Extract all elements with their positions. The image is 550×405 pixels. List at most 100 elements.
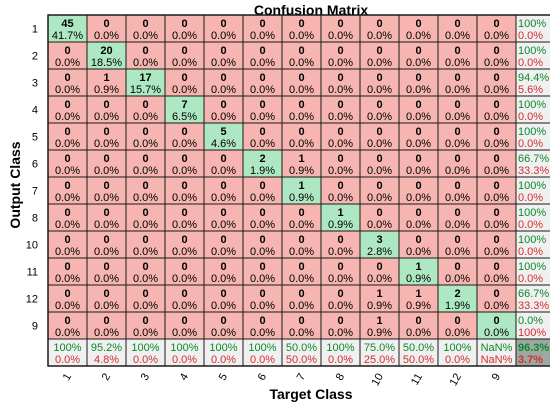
cell-percent-label: 0.0% xyxy=(94,327,119,339)
x-axis-label: Target Class xyxy=(270,386,353,402)
cell-count-label: 0 xyxy=(493,234,499,246)
cell-count-label: 0 xyxy=(142,234,148,246)
cell-percent-label: 0.0% xyxy=(445,138,470,150)
matrix-cell xyxy=(281,149,322,178)
matrix-cell xyxy=(125,41,166,70)
cell-percent-label: 0.0% xyxy=(172,84,197,96)
cell-percent-label: 0.0% xyxy=(406,138,431,150)
row-summary-correct: 100% xyxy=(518,126,546,138)
cell-percent-label: 0.0% xyxy=(133,57,158,69)
matrix-cell xyxy=(437,230,478,259)
cell-count-label: 17 xyxy=(139,72,151,84)
column-summary-incorrect: 0.0% xyxy=(445,354,470,366)
cell-count-label: 0 xyxy=(220,153,226,165)
cell-count-label: 0 xyxy=(220,99,226,111)
cell-percent-label: 0.0% xyxy=(406,57,431,69)
cell-percent-label: 0.0% xyxy=(250,327,275,339)
matrix-cell xyxy=(476,95,517,124)
cell-percent-label: 0.0% xyxy=(55,165,80,177)
column-summary-correct: 100% xyxy=(209,342,237,354)
row-summary-correct: 100% xyxy=(518,99,546,111)
overall-accuracy: 96.3% xyxy=(518,342,549,354)
cell-count-label: 1 xyxy=(298,153,304,165)
cell-percent-label: 0.9% xyxy=(367,300,392,312)
cell-count-label: 0 xyxy=(220,315,226,327)
cell-count-label: 0 xyxy=(181,234,187,246)
cell-count-label: 0 xyxy=(64,288,70,300)
matrix-cell xyxy=(359,149,400,178)
cell-count-label: 0 xyxy=(103,288,109,300)
matrix-cell xyxy=(281,68,322,97)
matrix-cell xyxy=(242,14,283,43)
column-summary-incorrect: NaN% xyxy=(481,354,513,366)
cell-percent-label: 0.0% xyxy=(250,273,275,285)
matrix-cell xyxy=(320,68,361,97)
cell-percent-label: 0.0% xyxy=(328,246,353,258)
cell-count-label: 0 xyxy=(181,180,187,192)
cell-percent-label: 0.0% xyxy=(406,84,431,96)
cell-count-label: 0 xyxy=(103,99,109,111)
row-summary-incorrect: 0.0% xyxy=(518,57,543,69)
cell-count-label: 0 xyxy=(493,207,499,219)
cell-percent-label: 0.0% xyxy=(289,30,314,42)
cell-count-label: 3 xyxy=(376,234,382,246)
cell-percent-label: 0.0% xyxy=(211,219,236,231)
cell-percent-label: 0.0% xyxy=(172,138,197,150)
matrix-cell xyxy=(320,311,361,340)
cell-count-label: 0 xyxy=(220,261,226,273)
column-summary-correct: 50.0% xyxy=(286,342,317,354)
cell-percent-label: 0.0% xyxy=(328,192,353,204)
cell-percent-label: 2.8% xyxy=(367,246,392,258)
matrix-cell xyxy=(47,203,88,232)
row-summary-cell xyxy=(515,14,550,43)
cell-count-label: 0 xyxy=(454,207,460,219)
cell-count-label: 0 xyxy=(103,315,109,327)
cell-percent-label: 0.0% xyxy=(484,219,509,231)
matrix-cell xyxy=(47,311,88,340)
row-summary-cell xyxy=(515,95,550,124)
cell-percent-label: 0.0% xyxy=(94,273,119,285)
row-summary-cell xyxy=(515,203,550,232)
cell-count-label: 0 xyxy=(337,234,343,246)
y-tick-label: 10 xyxy=(26,240,38,252)
cell-percent-label: 0.0% xyxy=(133,30,158,42)
cell-percent-label: 0.0% xyxy=(328,57,353,69)
y-tick-label: 3 xyxy=(32,78,38,90)
y-axis-label: Output Class xyxy=(7,141,23,228)
cell-percent-label: 0.0% xyxy=(328,30,353,42)
column-summary-incorrect: 0.0% xyxy=(250,354,275,366)
overall-summary-cell xyxy=(515,338,550,367)
cell-percent-label: 0.0% xyxy=(445,57,470,69)
cell-percent-label: 0.0% xyxy=(94,192,119,204)
cell-count-label: 0 xyxy=(142,180,148,192)
cell-count-label: 0 xyxy=(298,126,304,138)
column-summary-incorrect: 25.0% xyxy=(364,354,395,366)
row-summary-incorrect: 33.3% xyxy=(518,165,549,177)
cell-count-label: 0 xyxy=(493,261,499,273)
cell-count-label: 0 xyxy=(298,99,304,111)
cell-percent-label: 0.0% xyxy=(211,57,236,69)
cell-percent-label: 0.0% xyxy=(328,111,353,123)
cell-percent-label: 0.0% xyxy=(172,30,197,42)
cell-count-label: 0 xyxy=(493,153,499,165)
cell-count-label: 0 xyxy=(181,72,187,84)
matrix-cell xyxy=(398,95,439,124)
cell-count-label: 0 xyxy=(259,18,265,30)
matrix-cell xyxy=(86,149,127,178)
cell-count-label: 0 xyxy=(142,18,148,30)
cell-percent-label: 0.0% xyxy=(289,57,314,69)
cell-count-label: 0 xyxy=(454,261,460,273)
row-summary-cell xyxy=(515,257,550,286)
matrix-cell xyxy=(47,68,88,97)
cell-percent-label: 0.0% xyxy=(289,219,314,231)
cell-count-label: 0 xyxy=(259,261,265,273)
y-tick-label: 8 xyxy=(32,213,38,225)
cell-percent-label: 0.0% xyxy=(55,192,80,204)
matrix-cell xyxy=(281,41,322,70)
matrix-cell xyxy=(203,95,244,124)
cell-count-label: 0 xyxy=(454,153,460,165)
matrix-cell xyxy=(86,122,127,151)
row-summary-correct: 100% xyxy=(518,234,546,246)
cell-count-label: 0 xyxy=(64,126,70,138)
